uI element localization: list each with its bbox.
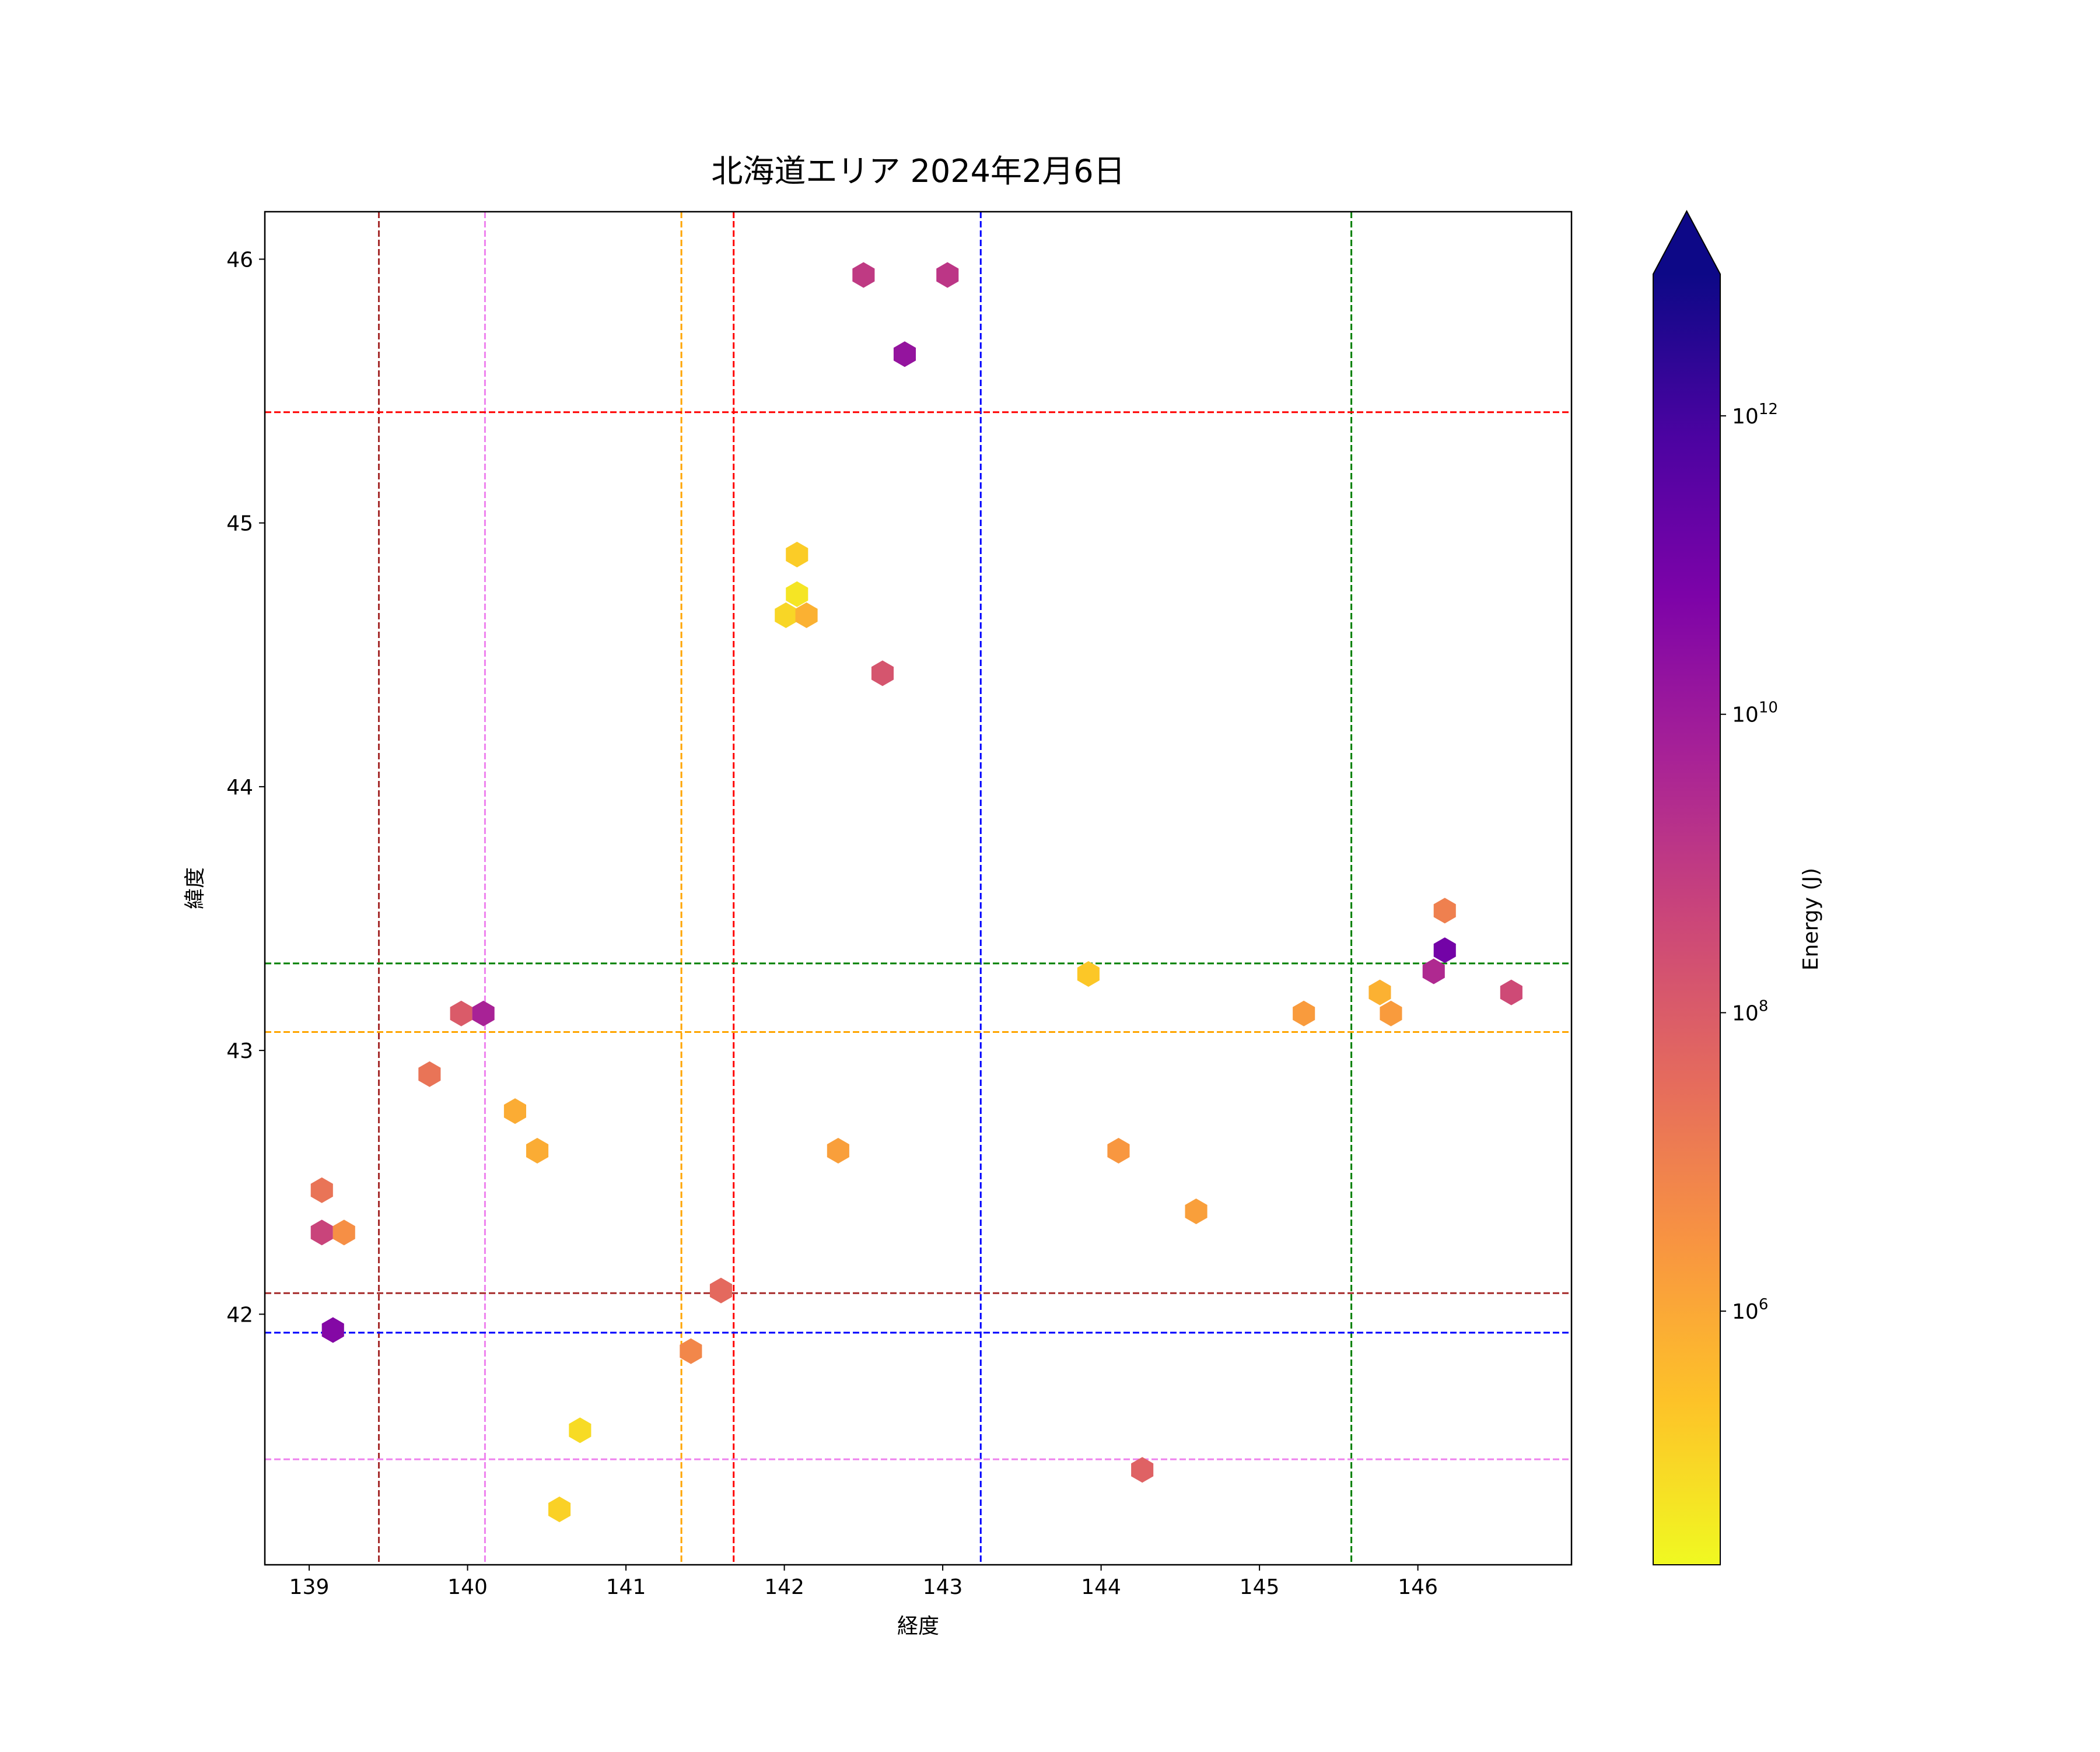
hexbin-point (893, 341, 916, 367)
hexbin-point (310, 1220, 333, 1246)
hexbin-point (1368, 979, 1391, 1005)
hexbin-point (775, 602, 797, 628)
x-axis-ticks: 139 140 141 142 143 144 145 146 (289, 1565, 1438, 1599)
hexbin-point (332, 1220, 355, 1246)
y-tick-label: 44 (226, 776, 253, 800)
colorbar-label: Energy (J) (1799, 868, 1823, 970)
colorbar-tick-label: 108 (1732, 997, 1768, 1025)
y-tick-label: 45 (226, 512, 253, 536)
y-tick-label: 43 (226, 1039, 253, 1063)
y-tick-label: 46 (226, 248, 253, 272)
colorbar-outline (1653, 209, 1721, 1565)
hexbin-point (709, 1277, 732, 1304)
hexbin-point (795, 602, 818, 628)
x-tick-label: 140 (447, 1575, 488, 1599)
x-tick-label: 141 (606, 1575, 646, 1599)
x-tick-label: 145 (1240, 1575, 1280, 1599)
x-axis-label: 経度 (897, 1614, 939, 1638)
data-points (310, 262, 1522, 1522)
hexbin-point (503, 1098, 526, 1124)
hexbin-point (569, 1417, 592, 1443)
hexbin-point (526, 1138, 549, 1164)
hexbin-point (1433, 937, 1456, 963)
hexbin-point (1077, 961, 1100, 987)
colorbar-tick-label: 106 (1732, 1296, 1768, 1324)
hexbin-point (827, 1138, 849, 1164)
colorbar-gradient (1653, 274, 1720, 1565)
colorbar-tick-label: 1012 (1732, 401, 1778, 429)
x-tick-label: 139 (289, 1575, 330, 1599)
reference-lines (265, 212, 1572, 1565)
hexbin-point (310, 1177, 333, 1203)
hexbin-point (472, 1000, 495, 1026)
hexbin-point (1433, 898, 1456, 924)
chart-title: 北海道エリア 2024年2月6日 (711, 153, 1125, 190)
hexbin-point (786, 581, 808, 607)
y-axis-label: 緯度 (183, 867, 207, 909)
colorbar-extend-arrow (1653, 211, 1720, 274)
y-tick-label: 42 (226, 1303, 253, 1327)
colorbar-tick-label: 1010 (1732, 699, 1778, 727)
colorbar-ticks: 106 108 1010 1012 (1720, 401, 1778, 1324)
hexbin-point (680, 1338, 702, 1364)
hexbin-point (418, 1061, 441, 1087)
x-tick-label: 144 (1081, 1575, 1121, 1599)
hexbin-point (321, 1317, 344, 1343)
hexbin-point (450, 1000, 473, 1026)
hexbin-point (1380, 1000, 1402, 1026)
hexbin-point (1293, 1000, 1315, 1026)
x-tick-label: 142 (764, 1575, 804, 1599)
hexbin-point (1185, 1199, 1208, 1224)
hexbin-point (1422, 958, 1445, 984)
plot-area-frame (264, 211, 1573, 1566)
x-tick-label: 146 (1398, 1575, 1438, 1599)
hexbin-point (1107, 1138, 1130, 1164)
hexbin-point (548, 1497, 571, 1522)
hexbin-point (936, 262, 959, 288)
x-tick-label: 143 (923, 1575, 963, 1599)
hexbin-point (871, 660, 894, 686)
hexbin-point (1500, 979, 1522, 1005)
colorbar: 106 108 1010 1012 Energy (J) (1653, 209, 1823, 1565)
hexbin-point (786, 541, 808, 567)
hexbin-point (1131, 1457, 1154, 1483)
y-axis-ticks: 42 43 44 45 46 (226, 248, 265, 1327)
hexbin-point (852, 262, 875, 288)
